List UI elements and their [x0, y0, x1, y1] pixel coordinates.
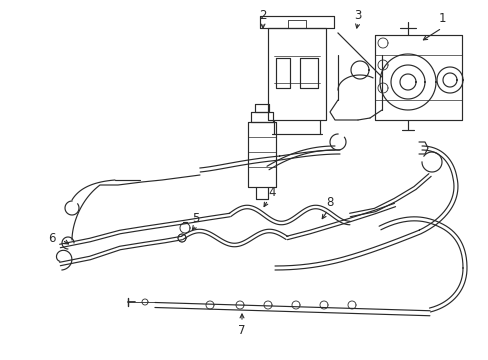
Text: 2: 2 — [259, 9, 266, 22]
Text: 7: 7 — [238, 324, 245, 337]
Text: 8: 8 — [325, 195, 333, 208]
Text: 3: 3 — [354, 9, 361, 22]
Text: 6: 6 — [48, 231, 56, 244]
Text: 5: 5 — [192, 212, 199, 225]
Text: 4: 4 — [268, 185, 275, 198]
Text: 1: 1 — [437, 12, 445, 24]
